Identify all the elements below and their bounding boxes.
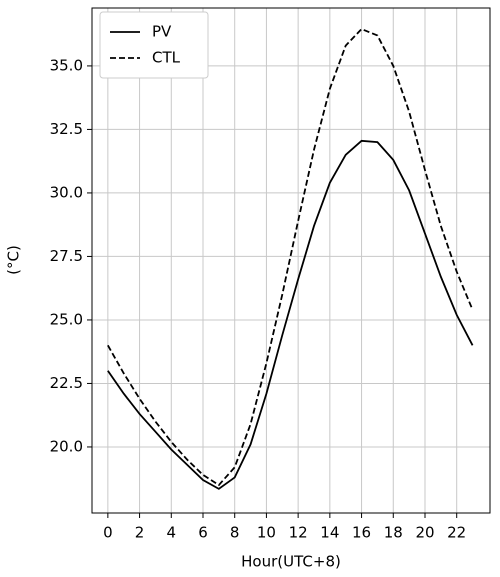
legend-label: PV	[152, 23, 172, 41]
y-tick-label: 27.5	[50, 247, 83, 265]
y-tick-label: 22.5	[50, 374, 83, 392]
y-tick-label: 20.0	[50, 437, 83, 455]
y-tick-label: 35.0	[50, 56, 83, 74]
y-tick-label: 30.0	[50, 183, 83, 201]
y-tick-label: 32.5	[50, 120, 83, 138]
series-line	[107, 139, 474, 490]
x-axis-label: Hour(UTC+8)	[241, 553, 341, 571]
x-tick-label: 8	[230, 524, 240, 542]
x-tick-label: 2	[135, 524, 145, 542]
y-axis-label: (°C)	[5, 245, 23, 275]
series-line	[107, 28, 474, 487]
legend-label: CTL	[152, 49, 181, 67]
x-tick-label: 4	[167, 524, 177, 542]
y-tick-label: 25.0	[50, 310, 83, 328]
plot-frame	[91, 7, 491, 514]
x-tick-label: 12	[289, 524, 308, 542]
x-tick-label: 16	[352, 524, 371, 542]
x-tick-label: 22	[447, 524, 466, 542]
x-tick-label: 14	[320, 524, 339, 542]
x-tick-label: 6	[198, 524, 208, 542]
legend-box	[99, 11, 209, 79]
x-tick-label: 20	[415, 524, 434, 542]
x-tick-label: 18	[384, 524, 403, 542]
x-tick-label: 10	[257, 524, 276, 542]
x-tick-label: 0	[103, 524, 113, 542]
